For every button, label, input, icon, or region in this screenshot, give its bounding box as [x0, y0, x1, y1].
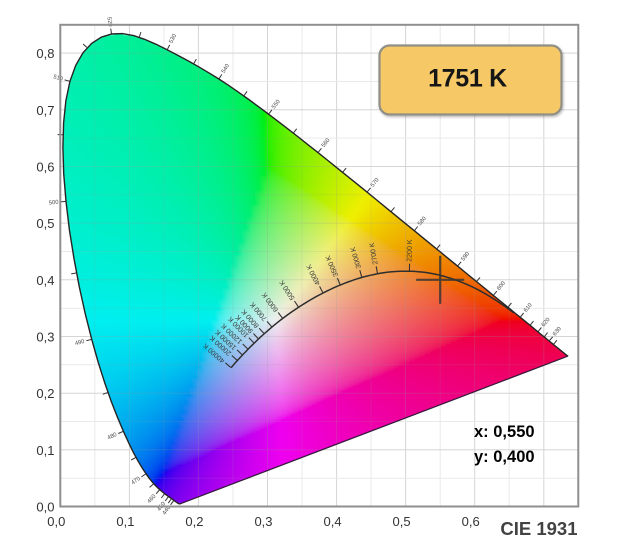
svg-text:0,3: 0,3	[36, 330, 54, 345]
svg-text:550: 550	[271, 99, 282, 110]
svg-text:0,5: 0,5	[393, 514, 411, 529]
svg-text:470: 470	[130, 476, 141, 486]
svg-text:x: 0,550: x: 0,550	[474, 423, 535, 441]
svg-text:2700 K: 2700 K	[369, 242, 380, 265]
svg-text:0,8: 0,8	[36, 46, 54, 61]
svg-text:2200 K: 2200 K	[406, 239, 413, 262]
svg-text:560: 560	[321, 138, 332, 149]
svg-text:530: 530	[168, 33, 178, 44]
svg-text:0,4: 0,4	[324, 514, 342, 529]
svg-text:570: 570	[370, 177, 381, 188]
svg-text:0,5: 0,5	[36, 216, 54, 231]
svg-text:540: 540	[221, 63, 231, 74]
svg-text:0,7: 0,7	[36, 103, 54, 118]
svg-text:0,1: 0,1	[36, 443, 54, 458]
svg-text:480: 480	[107, 432, 118, 441]
svg-text:0,4: 0,4	[36, 273, 54, 288]
svg-text:0,0: 0,0	[47, 514, 65, 529]
svg-text:610: 610	[523, 302, 534, 313]
svg-text:0,3: 0,3	[254, 514, 272, 529]
svg-text:500: 500	[49, 200, 59, 207]
svg-text:0,0: 0,0	[36, 500, 54, 515]
svg-text:590: 590	[460, 251, 471, 262]
svg-text:0,2: 0,2	[185, 514, 203, 529]
svg-text:1751 K: 1751 K	[428, 65, 507, 93]
svg-text:y: 0,400: y: 0,400	[474, 448, 535, 466]
svg-text:520: 520	[105, 17, 112, 27]
svg-text:620: 620	[541, 317, 552, 328]
svg-text:580: 580	[417, 216, 428, 227]
svg-text:440: 440	[162, 505, 173, 516]
svg-text:510: 510	[52, 74, 63, 82]
svg-text:630: 630	[552, 326, 563, 337]
svg-text:600: 600	[496, 281, 507, 292]
svg-text:0,6: 0,6	[36, 160, 54, 175]
svg-text:460: 460	[147, 494, 158, 505]
svg-text:490: 490	[74, 339, 85, 347]
svg-text:CIE 1931: CIE 1931	[500, 518, 577, 539]
svg-text:0,6: 0,6	[462, 514, 480, 529]
svg-text:0,1: 0,1	[116, 514, 134, 529]
svg-text:0,2: 0,2	[36, 386, 54, 401]
